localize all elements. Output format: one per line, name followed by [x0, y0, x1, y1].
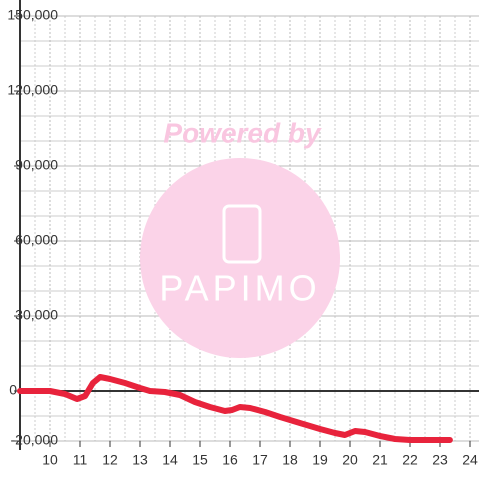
x-tick-label: 14 — [162, 452, 178, 468]
y-tick-label: 30,000 — [15, 307, 58, 323]
y-tick-label: 0 — [9, 382, 17, 398]
x-tick-label: 13 — [132, 452, 148, 468]
x-tick-label: 12 — [102, 452, 118, 468]
x-tick-label: 23 — [432, 452, 448, 468]
watermark-caption: Powered by — [163, 117, 322, 148]
line — [17, 374, 453, 443]
x-tick-label: 17 — [252, 452, 268, 468]
x-tick-label: 24 — [462, 452, 478, 468]
y-tick-label: 150,000 — [7, 7, 58, 23]
y-tick-label: -20,000 — [11, 432, 59, 448]
x-tick-label: 19 — [312, 452, 328, 468]
watermark-logo: PAPIMO — [159, 268, 320, 309]
x-tick-label: 11 — [73, 452, 88, 468]
x-tick-label: 15 — [192, 452, 208, 468]
x-tick-label: 21 — [372, 452, 388, 468]
watermark-circle — [140, 158, 340, 358]
watermark: Powered by PAPIMO — [140, 117, 340, 358]
x-tick-label: 10 — [42, 452, 58, 468]
x-tick-label: 18 — [282, 452, 298, 468]
y-tick-label: 120,000 — [7, 82, 58, 98]
y-tick-label: 60,000 — [15, 232, 58, 248]
x-tick-label: 16 — [222, 452, 238, 468]
x-tick-label: 20 — [342, 452, 358, 468]
y-tick-label: 90,000 — [15, 157, 58, 173]
x-tick-label: 22 — [402, 452, 418, 468]
watermark-phone — [222, 204, 262, 264]
